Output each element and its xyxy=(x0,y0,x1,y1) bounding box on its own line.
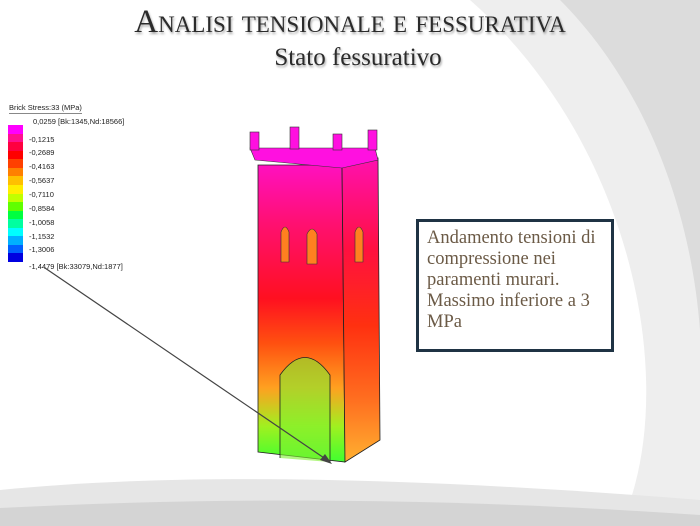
legend-color-bar xyxy=(8,125,23,262)
legend-swatch xyxy=(8,210,23,220)
tower-arch-door xyxy=(279,357,331,462)
legend-label: -1,3006 xyxy=(29,245,55,254)
legend-swatch xyxy=(8,227,23,237)
legend-swatch xyxy=(8,236,23,245)
legend-swatch xyxy=(8,219,23,228)
legend-swatch xyxy=(8,253,23,262)
legend-swatch xyxy=(8,176,23,185)
pointer-arrow xyxy=(44,267,331,463)
note-textbox: Andamento tensioni di compressione nei p… xyxy=(416,219,614,352)
legend-swatch xyxy=(8,193,23,203)
legend-label: -0,1215 xyxy=(29,135,55,144)
legend-label: -0,8584 xyxy=(29,204,55,213)
legend-label: -0,4163 xyxy=(29,162,55,171)
legend-label: -0,7110 xyxy=(29,190,54,199)
legend-swatch xyxy=(8,133,23,143)
legend-label: -1,0058 xyxy=(29,218,55,227)
tower-battlements xyxy=(249,126,379,169)
legend-swatch xyxy=(8,167,23,177)
tower-side-face xyxy=(341,157,381,463)
legend-title: Brick Stress:33 (MPa) xyxy=(9,103,82,114)
legend-label: -0,2689 xyxy=(29,148,55,157)
legend-label: -1,4479 [Bk:33079,Nd:1877] xyxy=(29,262,123,271)
legend-label: -0,5637 xyxy=(29,176,55,185)
legend-swatch xyxy=(8,184,23,194)
legend-label: 0,0259 [Bk:1345,Nd:18566] xyxy=(33,117,125,126)
legend-swatch xyxy=(8,244,23,254)
tower-windows xyxy=(280,226,364,265)
legend-swatch xyxy=(8,159,23,168)
legend-swatch xyxy=(8,142,23,151)
legend-label: -1,1532 xyxy=(29,232,55,241)
stress-legend: Brick Stress:33 (MPa) 0,0259 [Bk:1345,Nd… xyxy=(0,100,170,280)
slide-title: Analisi tensionale e fessurativa xyxy=(134,4,566,40)
legend-swatch xyxy=(8,202,23,211)
legend-swatch xyxy=(8,150,23,160)
slide-subtitle: Stato fessurativo xyxy=(274,44,442,71)
arrow-head-icon xyxy=(320,454,332,464)
legend-swatch xyxy=(8,125,23,134)
